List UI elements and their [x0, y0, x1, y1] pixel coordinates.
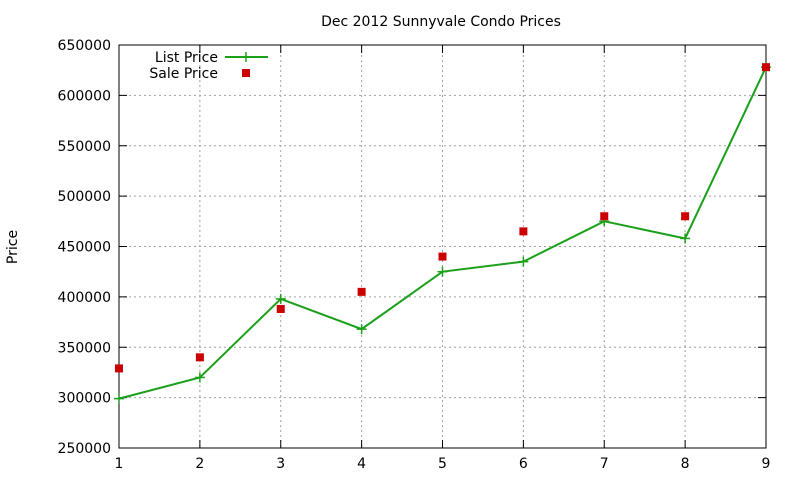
- legend-label: List Price: [155, 50, 218, 66]
- sale-price-point: [195, 353, 204, 362]
- axis-ticks: 250000 300000 350000 400000 450000 500000 5500…: [58, 38, 771, 472]
- x-tick-label: 5: [438, 456, 447, 472]
- chart-title: Dec 2012 Sunnyvale Condo Prices: [321, 14, 561, 30]
- x-tick-label: 3: [276, 456, 285, 472]
- sale-price-point: [681, 212, 690, 221]
- list-price-point: [437, 266, 448, 277]
- y-tick-label: 650000: [58, 38, 111, 54]
- x-tick-label: 1: [115, 456, 124, 472]
- x-tick-label: 9: [762, 456, 771, 472]
- legend-plus-marker: [241, 52, 251, 62]
- y-tick-label: 550000: [58, 139, 111, 155]
- x-tick-label: 8: [681, 456, 690, 472]
- y-tick-label: 400000: [58, 290, 111, 306]
- list-price-point: [356, 324, 367, 335]
- x-tick-label: 6: [519, 456, 528, 472]
- sale-price-point: [115, 364, 123, 373]
- list-price-point: [114, 393, 124, 404]
- series-layer: [114, 62, 771, 404]
- series-list-price: [114, 62, 771, 404]
- list-price-point: [518, 256, 529, 267]
- legend-square-marker: [242, 69, 250, 77]
- x-tick-label: 4: [357, 456, 366, 472]
- sale-price-point: [357, 287, 366, 296]
- y-axis-label: Price: [5, 230, 21, 264]
- list-price-point: [680, 233, 691, 244]
- series-sale-price: [115, 63, 770, 373]
- list-price-point: [194, 372, 205, 383]
- y-tick-label: 600000: [58, 88, 111, 104]
- sale-price-point: [519, 227, 528, 236]
- grid: [119, 45, 766, 448]
- list-price-point: [275, 293, 286, 304]
- y-tick-label: 300000: [58, 391, 111, 407]
- y-tick-label: 350000: [58, 340, 111, 356]
- sale-price-point: [762, 63, 770, 72]
- y-tick-label: 450000: [58, 240, 111, 256]
- sale-price-point: [438, 252, 447, 261]
- y-tick-label: 250000: [58, 441, 111, 457]
- y-tick-label: 500000: [58, 189, 111, 205]
- sale-price-point: [600, 212, 609, 221]
- x-tick-label: 2: [195, 456, 204, 472]
- legend-label: Sale Price: [149, 66, 218, 82]
- sale-price-point: [276, 304, 285, 313]
- x-tick-label: 7: [600, 456, 609, 472]
